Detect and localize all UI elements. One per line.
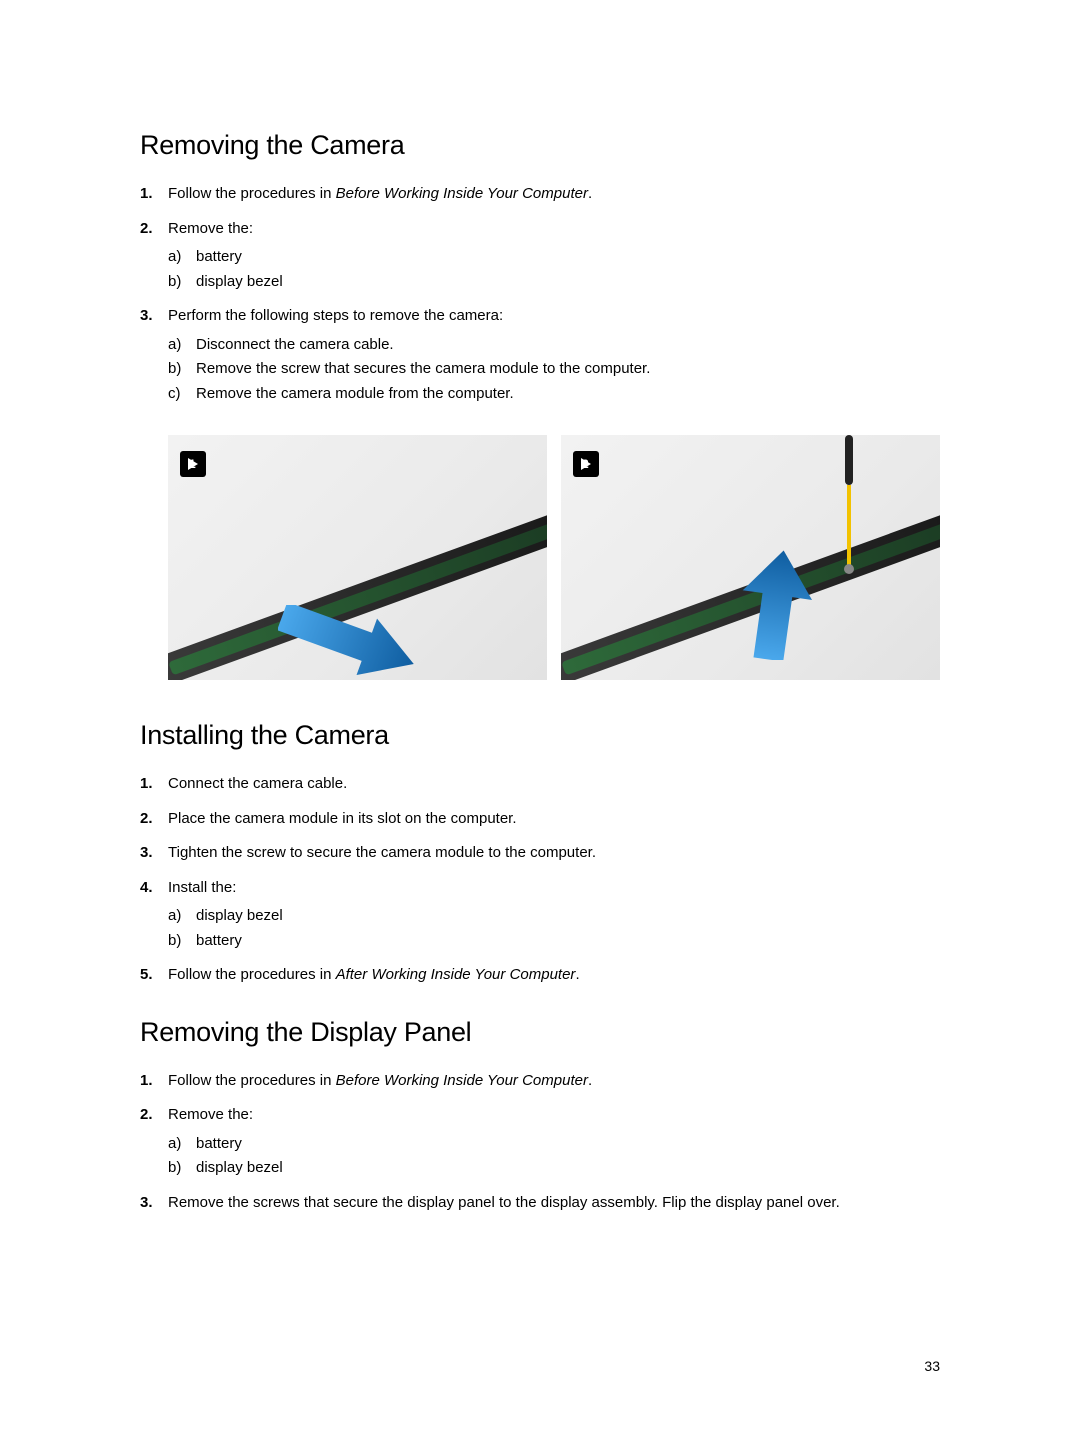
figure-step-badge: 2 [573,451,599,477]
direction-arrow-icon [278,605,418,675]
step-number: 1. [140,1070,153,1093]
step-text: Install the: [168,879,236,896]
section-heading: Removing the Display Panel [140,1017,940,1048]
substep-text: display bezel [196,907,283,924]
step-number: 2. [140,808,153,831]
substep-text: battery [196,932,242,949]
substep: a)Disconnect the camera cable. [196,334,940,357]
substep-text: Remove the screw that secures the camera… [196,360,650,377]
step-number: 2. [140,218,153,241]
step-number: 3. [140,842,153,865]
step-number: 1. [140,773,153,796]
procedure-list: 1.Connect the camera cable. 2.Place the … [140,773,940,987]
figure-step-badge: 1 [180,451,206,477]
doc-reference: Before Working Inside Your Computer [336,185,588,202]
step-text: Follow the procedures in Before Working … [168,1072,592,1089]
procedure-step: 4.Install the: a)display bezel b)battery [168,877,940,953]
substep: c)Remove the camera module from the comp… [196,383,940,406]
procedure-step: 1. Follow the procedures in Before Worki… [168,183,940,206]
doc-reference: After Working Inside Your Computer [336,966,576,983]
substep-letter: b) [168,358,181,381]
section-heading: Removing the Camera [140,130,940,161]
procedure-step: 1. Follow the procedures in Before Worki… [168,1070,940,1093]
page-number: 33 [924,1358,940,1374]
doc-reference: Before Working Inside Your Computer [336,1072,588,1089]
figure-step-number: 2 [582,457,589,471]
step-number: 1. [140,183,153,206]
procedure-step: 1.Connect the camera cable. [168,773,940,796]
substep-letter: b) [168,1157,181,1180]
substep-text: display bezel [196,1159,283,1176]
step-text: Remove the: [168,1106,253,1123]
section-heading: Installing the Camera [140,720,940,751]
procedure-step: 3.Remove the screws that secure the disp… [168,1192,940,1215]
manual-page: Removing the Camera 1. Follow the proced… [0,0,1080,1434]
substep-list: a)Disconnect the camera cable. b)Remove … [168,334,940,406]
substep-list: a)battery b)display bezel [168,1133,940,1180]
step-text: Remove the screws that secure the displa… [168,1194,840,1211]
figure-step-number: 1 [189,457,196,471]
step-text: Tighten the screw to secure the camera m… [168,844,596,861]
procedure-step: 2.Remove the: a)battery b)display bezel [168,1104,940,1180]
substep-letter: c) [168,383,181,406]
substep: b)Remove the screw that secures the came… [196,358,940,381]
procedure-list: 1. Follow the procedures in Before Worki… [140,1070,940,1215]
direction-arrow-icon [731,550,821,660]
substep-text: Disconnect the camera cable. [196,336,394,353]
substep-letter: a) [168,905,181,928]
substep: b)display bezel [196,1157,940,1180]
procedure-step: 5. Follow the procedures in After Workin… [168,964,940,987]
substep-letter: a) [168,1133,181,1156]
procedure-step: 2. Remove the: a)battery b)display bezel [168,218,940,294]
substep: a)battery [196,1133,940,1156]
step-text: Place the camera module in its slot on t… [168,810,517,827]
substep: a)battery [196,246,940,269]
substep-text: battery [196,1135,242,1152]
substep-letter: a) [168,334,181,357]
substep-letter: b) [168,930,181,953]
figure-panel-2: 2 [561,435,940,680]
procedure-step: 3.Tighten the screw to secure the camera… [168,842,940,865]
step-text: Remove the: [168,220,253,237]
screwdriver-icon [829,435,869,585]
substep-list: a)display bezel b)battery [168,905,940,952]
step-number: 3. [140,305,153,328]
substep-list: a)battery b)display bezel [168,246,940,293]
step-text: Connect the camera cable. [168,775,347,792]
step-number: 3. [140,1192,153,1215]
substep: a)display bezel [196,905,940,928]
substep-text: Remove the camera module from the comput… [196,385,514,402]
figure-panel-1: 1 [168,435,547,680]
substep: b)battery [196,930,940,953]
substep-text: battery [196,248,242,265]
procedure-step: 3. Perform the following steps to remove… [168,305,940,405]
figure-row: 1 [168,435,940,680]
step-text: Follow the procedures in After Working I… [168,966,580,983]
step-number: 4. [140,877,153,900]
procedure-list: 1. Follow the procedures in Before Worki… [140,183,940,405]
step-number: 5. [140,964,153,987]
substep-letter: a) [168,246,181,269]
step-number: 2. [140,1104,153,1127]
step-text: Follow the procedures in Before Working … [168,185,592,202]
substep: b)display bezel [196,271,940,294]
procedure-step: 2.Place the camera module in its slot on… [168,808,940,831]
step-text: Perform the following steps to remove th… [168,307,503,324]
substep-text: display bezel [196,273,283,290]
substep-letter: b) [168,271,181,294]
